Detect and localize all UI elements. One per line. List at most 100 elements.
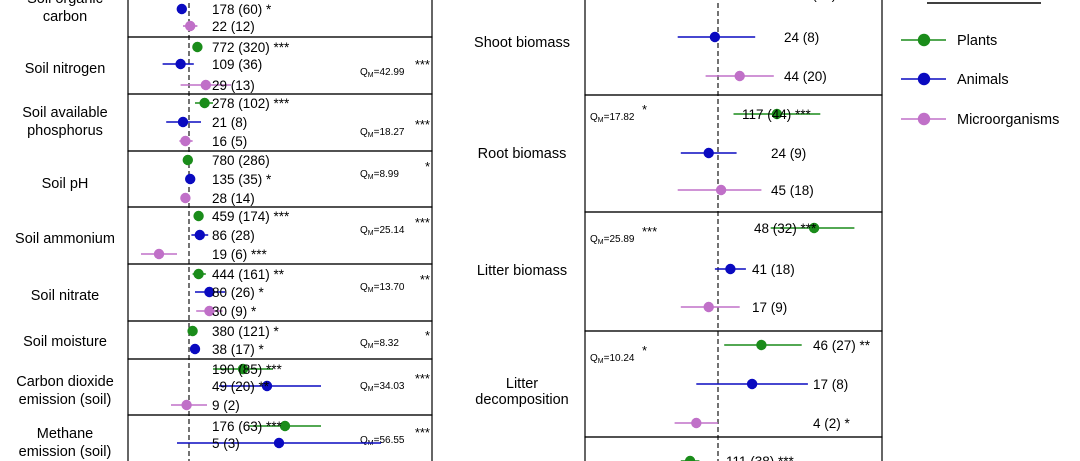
left-point-soil-organic-carbon-animals <box>176 3 187 15</box>
left-qm-significance-soil-nitrate: ** <box>420 272 430 287</box>
left-sample-size-soil-organic-carbon-microorganisms: 22 (12) <box>212 19 255 34</box>
right-sample-size-litter-decomposition-plants: 46 (27) ** <box>813 338 871 353</box>
left-point-carbon-dioxide-emission-soil-microorganisms <box>181 399 192 411</box>
legend-marker-microorganisms <box>917 112 931 126</box>
left-qm-stat-soil-available-phosphorus: QM=18.27 <box>360 127 405 139</box>
right-sample-size-blank-plants: 111 (38) *** <box>726 454 795 461</box>
left-point-soil-nitrogen-plants <box>192 41 203 53</box>
left-sample-size-methane-emission-soil-plants: 176 (63) *** <box>212 419 283 434</box>
right-point-litter-decomposition-plants <box>756 339 767 351</box>
right-panel-box-blank <box>584 436 883 461</box>
left-qm-stat-soil-ammonium: QM=25.14 <box>360 225 405 237</box>
left-sample-size-soil-nitrogen-animals: 109 (36) <box>212 57 262 72</box>
left-sample-size-soil-moisture-animals: 38 (17) * <box>212 342 265 357</box>
left-sample-size-soil-organic-carbon-animals: 178 (60) * <box>212 2 272 17</box>
left-sample-size-soil-ammonium-animals: 86 (28) <box>212 228 255 243</box>
left-sample-size-carbon-dioxide-emission-soil-plants: 190 (85) *** <box>212 362 283 377</box>
left-panel-label-carbon-dioxide-emission-soil: Carbon dioxide <box>16 374 114 390</box>
right-sample-size-root-biomass-microorganisms: 45 (18) <box>771 183 814 198</box>
left-panel-label-soil-ammonium: Soil ammonium <box>15 231 115 247</box>
right-panel-label-litter-decomposition: decomposition <box>475 392 569 408</box>
left-sample-size-soil-ph-animals: 135 (35) * <box>212 172 272 187</box>
right-point-shoot-biomass-microorganisms <box>734 70 745 82</box>
left-qm-significance-carbon-dioxide-emission-soil: *** <box>415 371 430 386</box>
right-qm-stat-litter-decomposition: QM=10.24 <box>590 353 635 365</box>
left-panel-box-methane-emission-soil <box>127 414 433 461</box>
left-point-soil-ph-animals <box>185 173 196 185</box>
left-panel-label-soil-organic-carbon: Soil organic <box>27 0 103 7</box>
left-sample-size-carbon-dioxide-emission-soil-microorganisms: 9 (2) <box>212 398 240 413</box>
left-qm-stat-methane-emission-soil: QM=56.55 <box>360 435 405 447</box>
left-point-soil-available-phosphorus-plants <box>199 97 210 109</box>
right-qm-stat-litter-biomass: QM=25.89 <box>590 234 635 246</box>
right-sample-size-litter-decomposition-microorganisms: 4 (2) * <box>813 416 851 431</box>
left-point-methane-emission-soil-plants <box>279 420 291 432</box>
right-point-blank-plants <box>684 455 696 461</box>
left-sample-size-carbon-dioxide-emission-soil-animals: 49 (20) ** <box>212 379 270 394</box>
legend-label-plants: Plants <box>957 33 997 49</box>
right-point-litter-biomass-plants <box>808 222 820 234</box>
right-panel-label-root-biomass: Root biomass <box>478 146 567 162</box>
right-panel-box-shoot-biomass <box>584 0 883 96</box>
right-point-litter-decomposition-microorganisms <box>691 417 702 429</box>
left-sample-size-soil-ammonium-plants: 459 (174) *** <box>212 209 290 224</box>
right-point-litter-decomposition-animals <box>746 378 758 390</box>
left-sample-size-soil-nitrogen-microorganisms: 29 (13) <box>212 78 255 93</box>
left-point-soil-moisture-animals <box>189 343 201 355</box>
left-sample-size-methane-emission-soil-animals: 5 (3) <box>212 436 240 451</box>
right-sample-size-shoot-biomass-microorganisms: 44 (20) <box>784 69 827 84</box>
left-sample-size-soil-ph-plants: 780 (286) <box>212 153 270 168</box>
left-point-soil-organic-carbon-microorganisms <box>185 20 196 32</box>
left-point-soil-nitrogen-microorganisms <box>200 79 211 91</box>
left-panel-label-soil-available-phosphorus: phosphorus <box>27 123 103 139</box>
left-sample-size-soil-available-phosphorus-microorganisms: 16 (5) <box>212 134 247 149</box>
right-qm-significance-litter-biomass: *** <box>642 224 657 239</box>
left-qm-stat-soil-nitrogen: QM=42.99 <box>360 67 405 79</box>
legend: Plants Animals Microorganisms <box>901 2 1059 128</box>
right-panel-label-shoot-biomass: Shoot biomass <box>474 35 570 51</box>
left-point-methane-emission-soil-animals <box>273 437 285 449</box>
right-sample-size-litter-decomposition-animals: 17 (8) <box>813 377 848 392</box>
left-forest-plot: Soil organic carbon 178 (60) * 22 (12) Soil … <box>15 0 433 461</box>
left-qm-significance-soil-moisture: * <box>425 328 430 343</box>
right-qm-stat-root-biomass: QM=17.82 <box>590 112 635 124</box>
right-point-shoot-biomass-animals <box>709 31 721 43</box>
legend-marker-animals <box>917 72 931 86</box>
left-panel-label-soil-organic-carbon: carbon <box>43 9 87 25</box>
left-sample-size-soil-nitrogen-plants: 772 (320) *** <box>212 40 290 55</box>
right-point-root-biomass-microorganisms <box>715 184 727 196</box>
left-qm-significance-soil-available-phosphorus: *** <box>415 117 430 132</box>
right-point-litter-biomass-animals <box>725 263 736 275</box>
legend-label-animals: Animals <box>957 72 1009 88</box>
left-point-carbon-dioxide-emission-soil-plants <box>237 363 249 375</box>
left-point-soil-nitrate-microorganisms <box>204 305 215 317</box>
right-point-litter-biomass-microorganisms <box>703 301 714 313</box>
right-panel-label-litter-decomposition: Litter <box>506 376 538 392</box>
left-sample-size-soil-available-phosphorus-animals: 21 (8) <box>212 115 247 130</box>
right-sample-size-shoot-biomass-plants: 145 (70) *** <box>786 0 857 2</box>
left-qm-significance-soil-nitrogen: *** <box>415 57 430 72</box>
left-point-soil-nitrate-plants <box>193 268 204 280</box>
left-point-soil-nitrate-animals <box>204 286 215 298</box>
left-panel-label-methane-emission-soil: Methane <box>37 426 93 442</box>
left-panel-box-soil-organic-carbon <box>127 0 433 38</box>
left-sample-size-soil-ammonium-microorganisms: 19 (6) *** <box>212 247 268 262</box>
left-qm-stat-soil-nitrate: QM=13.70 <box>360 282 405 294</box>
left-sample-size-soil-nitrate-microorganisms: 30 (9) * <box>212 304 257 319</box>
left-panel-label-soil-ph: Soil pH <box>42 176 89 192</box>
left-point-soil-ammonium-animals <box>194 229 205 241</box>
left-qm-significance-methane-emission-soil: *** <box>415 425 430 440</box>
left-qm-stat-soil-ph: QM=8.99 <box>360 169 399 181</box>
right-forest-plot: Shoot biomass 145 (70) *** 24 (8) 44 (20) Ro… <box>474 0 883 461</box>
right-panel-label-litter-biomass: Litter biomass <box>477 263 567 279</box>
left-point-soil-moisture-plants <box>187 325 198 337</box>
left-point-soil-ph-plants <box>182 154 193 166</box>
left-panel-label-soil-moisture: Soil moisture <box>23 334 107 350</box>
right-sample-size-root-biomass-plants: 117 (44) *** <box>742 107 812 122</box>
left-point-soil-nitrogen-animals <box>175 58 186 70</box>
right-sample-size-shoot-biomass-animals: 24 (8) <box>784 30 819 45</box>
left-panel-label-carbon-dioxide-emission-soil: emission (soil) <box>19 392 112 408</box>
right-sample-size-litter-biomass-animals: 41 (18) <box>752 262 795 277</box>
left-point-soil-ammonium-microorganisms <box>153 248 165 260</box>
left-qm-stat-carbon-dioxide-emission-soil: QM=34.03 <box>360 381 405 393</box>
